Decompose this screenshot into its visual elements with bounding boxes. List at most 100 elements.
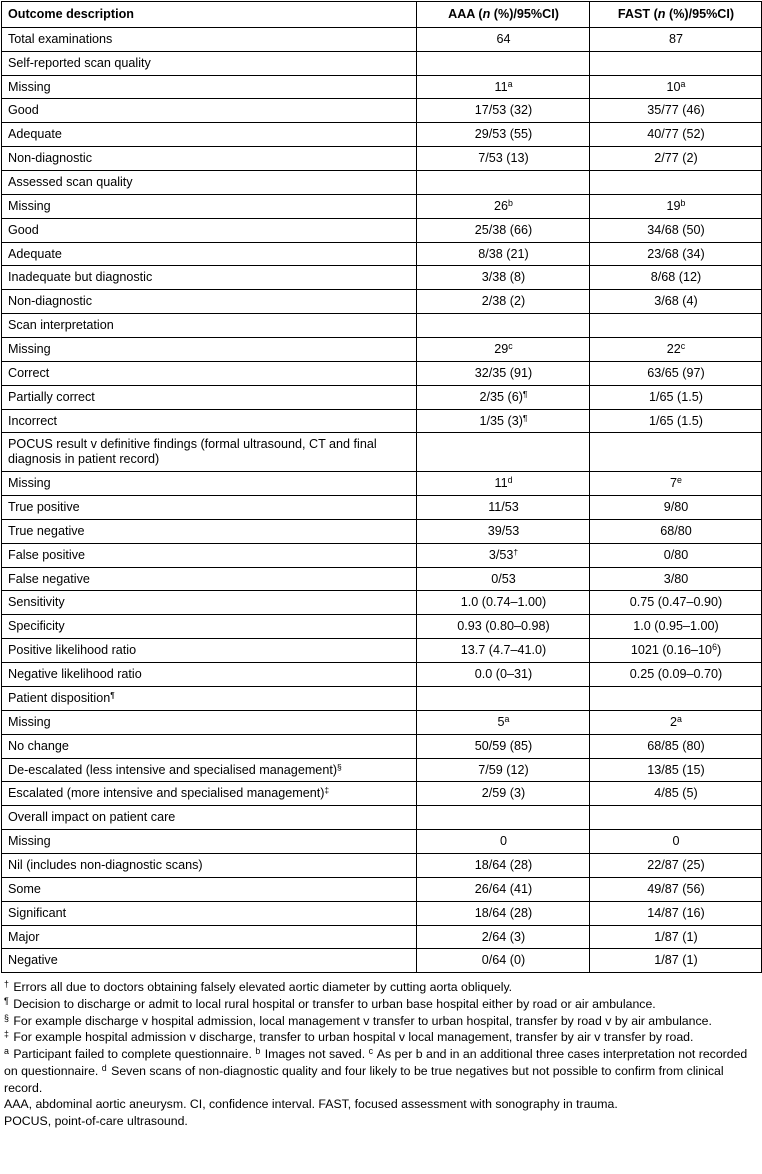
row-label-text: Overall impact on patient care bbox=[8, 810, 176, 825]
cell-value: 7 bbox=[670, 476, 678, 491]
cell-value: 2 bbox=[670, 714, 678, 729]
row-label-text: Inadequate but diagnostic bbox=[8, 270, 153, 285]
cell-aaa: 3/53† bbox=[416, 542, 590, 568]
cell-fast: 10a bbox=[589, 74, 762, 100]
cell-fast: 2/77 (2) bbox=[589, 146, 762, 172]
cell-value: 34/68 (50) bbox=[647, 222, 705, 237]
table-row: True positive 11/53 9/80 bbox=[1, 495, 762, 520]
cell-value: 32/35 (91) bbox=[474, 365, 533, 380]
abbreviations-line-1: AAA, abdominal aortic aneurysm. CI, conf… bbox=[4, 1097, 618, 1112]
cell-aaa: 25/38 (66) bbox=[416, 217, 590, 243]
cell-value: 29/53 (55) bbox=[474, 127, 533, 142]
cell-fast: 1021 (0.16–106) bbox=[589, 638, 762, 664]
cell-aaa bbox=[416, 170, 590, 195]
cell-superscript: c bbox=[508, 341, 513, 352]
table-row: Negative likelihood ratio 0.0 (0–31) 0.25 … bbox=[1, 662, 762, 687]
cell-fast: 1/87 (1) bbox=[589, 924, 762, 950]
row-label-text: Missing bbox=[8, 834, 51, 849]
abbreviations-line-2: POCUS, point-of-care ultrasound. bbox=[4, 1113, 188, 1128]
footnote-marker-b: b bbox=[255, 1046, 261, 1057]
cell-value: 2/77 (2) bbox=[654, 151, 698, 166]
footnote-text-c: As per b and in an additional three case… bbox=[4, 1047, 748, 1078]
row-label: Incorrect bbox=[1, 408, 417, 434]
footnote-text-a: Participant failed to complete questionn… bbox=[13, 1047, 252, 1062]
table-row: Non-diagnostic 7/53 (13) 2/77 (2) bbox=[1, 146, 762, 172]
cell-fast: 3/68 (4) bbox=[589, 289, 762, 315]
table-row: Patient disposition¶ bbox=[1, 685, 762, 711]
column-header-aaa: AAA (n (%)/95%CI) bbox=[416, 1, 590, 28]
row-label-text: Escalated (more intensive and specialise… bbox=[8, 786, 325, 801]
cell-fast: 14/87 (16) bbox=[589, 900, 762, 926]
cell-aaa: 11d bbox=[416, 471, 590, 497]
row-label: Missing bbox=[1, 337, 417, 362]
footnote-text: For example hospital admission v dischar… bbox=[13, 1030, 694, 1045]
row-label: Missing bbox=[1, 829, 417, 854]
cell-aaa bbox=[416, 313, 590, 339]
cell-aaa bbox=[416, 50, 590, 76]
cell-fast: 19b bbox=[589, 193, 762, 219]
cell-footnote-marker: ¶ bbox=[522, 388, 528, 399]
cell-aaa: 8/38 (21) bbox=[416, 241, 590, 267]
table-row: Scan interpretation bbox=[1, 313, 762, 339]
cell-fast: 35/77 (46) bbox=[589, 98, 762, 124]
cell-value-tail: ) bbox=[716, 643, 722, 658]
cell-fast bbox=[589, 170, 762, 195]
cell-value: 17/53 (32) bbox=[474, 103, 533, 118]
table-row: No change 50/59 (85) 68/85 (80) bbox=[1, 733, 762, 759]
cell-value: 40/77 (52) bbox=[647, 127, 705, 142]
cell-aaa: 2/64 (3) bbox=[416, 924, 590, 950]
cell-value: 3/38 (8) bbox=[481, 270, 526, 285]
row-label-text: Incorrect bbox=[8, 413, 57, 428]
row-label-text: Adequate bbox=[8, 127, 62, 142]
table-row: Self-reported scan quality bbox=[1, 50, 762, 76]
cell-aaa: 26/64 (41) bbox=[416, 876, 590, 902]
footnote-marker: ‡ bbox=[4, 1029, 9, 1040]
row-label: False negative bbox=[1, 566, 417, 592]
cell-aaa: 0 bbox=[416, 829, 590, 854]
table-row: Major 2/64 (3) 1/87 (1) bbox=[1, 924, 762, 950]
row-label: Overall impact on patient care bbox=[1, 805, 417, 831]
cell-fast: 9/80 bbox=[589, 495, 762, 520]
cell-value: 39/53 bbox=[487, 523, 520, 538]
table-row: Non-diagnostic 2/38 (2) 3/68 (4) bbox=[1, 289, 762, 315]
cell-value: 4/85 (5) bbox=[654, 786, 698, 801]
row-label: Inadequate but diagnostic bbox=[1, 265, 417, 291]
row-label-text: Missing bbox=[8, 714, 51, 729]
cell-value: 19 bbox=[666, 198, 681, 213]
row-label: Major bbox=[1, 924, 417, 950]
cell-value: 2/38 (2) bbox=[481, 294, 526, 309]
cell-aaa: 29/53 (55) bbox=[416, 122, 590, 148]
cell-value: 13/85 (15) bbox=[647, 762, 705, 777]
cell-value: 1/65 (1.5) bbox=[649, 389, 703, 404]
table-body: Total examinations 64 87 Self-reported scan… bbox=[1, 26, 762, 974]
footnote-item: § For example discharge v hospital admis… bbox=[4, 1013, 760, 1030]
row-label-text: Positive likelihood ratio bbox=[8, 643, 137, 658]
row-label-text: Correct bbox=[8, 365, 50, 380]
cell-aaa: 1.0 (0.74–1.00) bbox=[416, 590, 590, 616]
cell-fast: 3/80 bbox=[589, 566, 762, 592]
table-row: Positive likelihood ratio 13.7 (4.7–41.0)… bbox=[1, 638, 762, 664]
cell-fast: 0.25 (0.09–0.70) bbox=[589, 662, 762, 687]
table-header: Outcome description AAA (n (%)/95%CI) FA… bbox=[1, 1, 762, 28]
cell-superscript: 6 bbox=[712, 642, 717, 653]
cell-value: 18/64 (28) bbox=[474, 857, 533, 872]
footnote-marker-d: d bbox=[101, 1062, 107, 1073]
cell-value: 7/59 (12) bbox=[478, 762, 529, 777]
table-row: POCUS result v definitive findings (form… bbox=[1, 432, 762, 473]
cell-value: 11 bbox=[494, 476, 508, 491]
column-header-fast: FAST (n (%)/95%CI) bbox=[589, 1, 762, 28]
row-label-text: Total examinations bbox=[8, 31, 113, 46]
cell-value: 49/87 (56) bbox=[647, 881, 705, 896]
cell-aaa: 3/38 (8) bbox=[416, 265, 590, 291]
cell-value: 26/64 (41) bbox=[474, 881, 533, 896]
table-row: Adequate 8/38 (21) 23/68 (34) bbox=[1, 241, 762, 267]
cell-value: 14/87 (16) bbox=[647, 905, 705, 920]
row-label-text: POCUS result v definitive findings (form… bbox=[8, 437, 377, 467]
table-row: Missing 29c 22c bbox=[1, 337, 762, 362]
row-label-text: Partially correct bbox=[8, 389, 95, 404]
table-row: True negative 39/53 68/80 bbox=[1, 518, 762, 544]
cell-fast: 8/68 (12) bbox=[589, 265, 762, 291]
row-label: De-escalated (less intensive and special… bbox=[1, 757, 417, 783]
table-row: Missing 0 0 bbox=[1, 829, 762, 854]
cell-value: 0.25 (0.09–0.70) bbox=[629, 667, 723, 682]
